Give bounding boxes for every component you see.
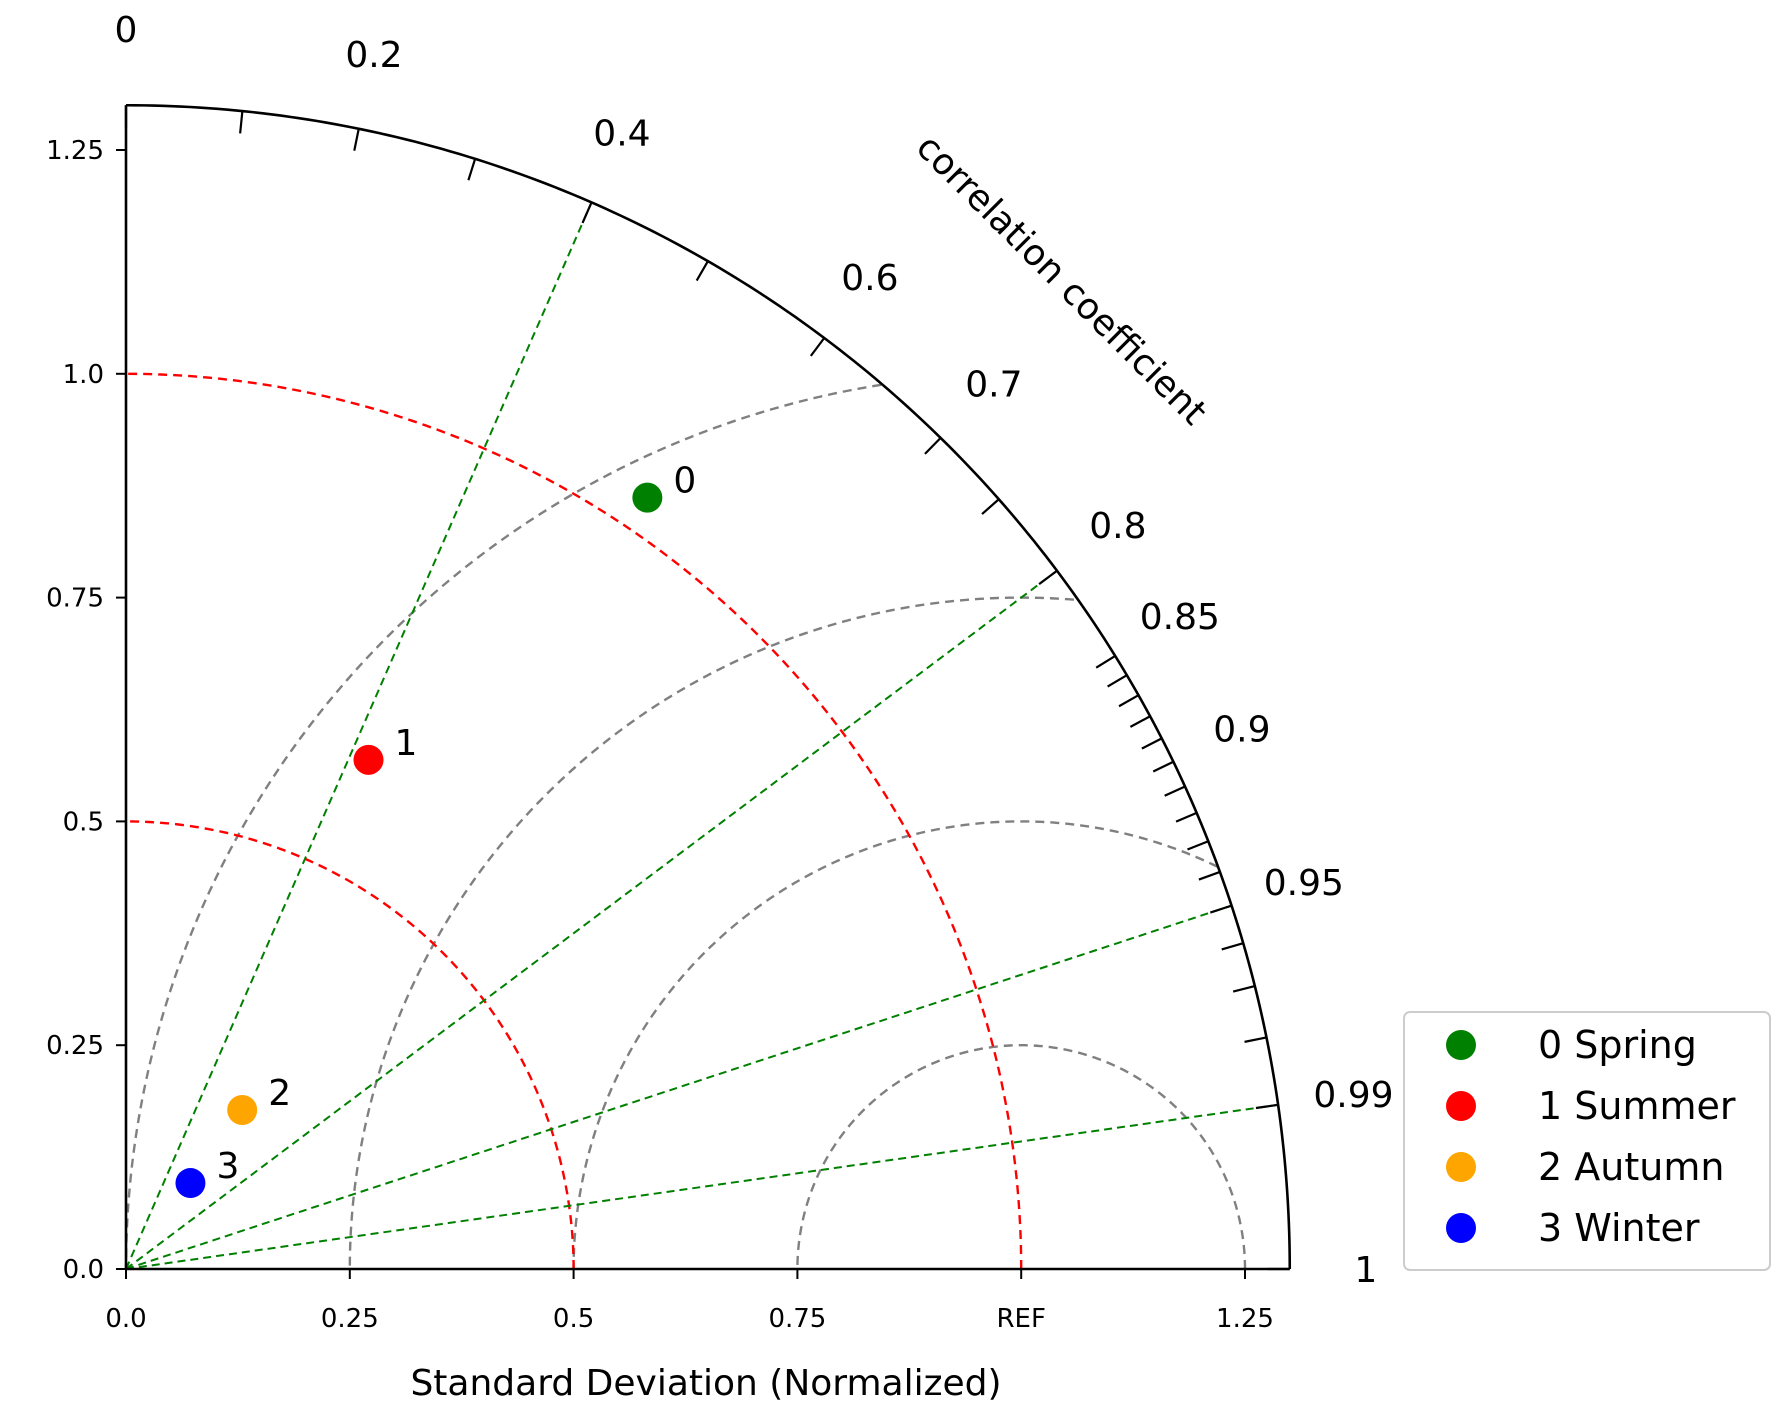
corr-minor-tick-0.91 xyxy=(1164,785,1186,797)
legend-label-1: 1 Summer xyxy=(1538,1084,1736,1128)
corr-tick-0.8 xyxy=(1038,569,1058,586)
y-tick-label-1.0: 1.0 xyxy=(63,360,104,390)
corr-tick-0.99 xyxy=(1255,1103,1279,1110)
corr-minor-tick-0.97 xyxy=(1232,985,1256,993)
point-2 xyxy=(227,1094,258,1125)
corr-tick-label-0.4: 0.4 xyxy=(593,114,650,155)
corr-minor-tick-0.93 xyxy=(1187,840,1209,851)
corr-minor-tick-0.92 xyxy=(1175,811,1198,823)
corr-tick-label-0.8: 0.8 xyxy=(1089,506,1146,547)
corr-minor-tick-0.75 xyxy=(981,498,1000,515)
legend-marker-3 xyxy=(1446,1213,1476,1243)
corr-minor-tick-0.1 xyxy=(239,110,244,134)
std-reference-arcs xyxy=(125,372,1023,1270)
corr-tick-0.7 xyxy=(924,437,942,455)
corr-minor-tick-0.86 xyxy=(1107,674,1128,688)
y-tick-label-0.75: 0.75 xyxy=(46,584,104,614)
legend-label-2: 2 Autumn xyxy=(1538,1145,1724,1189)
x-tick-label-REF: REF xyxy=(996,1304,1045,1334)
corr-tick-label-0: 0 xyxy=(115,10,138,51)
corr-minor-tick-0.87 xyxy=(1118,694,1140,708)
legend: 0 Spring 1 Summer 2 Autumn 3 Winter xyxy=(1403,1011,1771,1271)
x-tick-label-0.25: 0.25 xyxy=(321,1304,379,1334)
legend-marker-0 xyxy=(1446,1030,1476,1060)
point-label-2: 2 xyxy=(268,1073,291,1114)
std-arc-0.5 xyxy=(125,820,575,1270)
x-tick-label-1.25: 1.25 xyxy=(1216,1304,1274,1334)
point-label-0: 0 xyxy=(673,461,696,502)
corr-minor-tick-0.88 xyxy=(1129,715,1151,728)
legend-marker-1 xyxy=(1446,1091,1476,1121)
crmse-contours xyxy=(124,383,1247,1270)
corr-tick-label-0.99: 0.99 xyxy=(1313,1075,1393,1116)
corr-tick-label-1: 1 xyxy=(1354,1250,1377,1291)
corr-line-0.95 xyxy=(125,904,1232,1270)
corr-tick-0.95 xyxy=(1209,904,1232,914)
corr-tick-0.9 xyxy=(1152,760,1174,773)
corr-tick-0.85 xyxy=(1095,655,1116,669)
tick-labels: 0.0 0.25 0.5 0.75 REF 1.25 0.0 0.25 0.5 0.75 1.0 1.… xyxy=(46,10,1393,1334)
point-label-1: 1 xyxy=(395,723,418,764)
corr-line-0.99 xyxy=(125,1103,1279,1270)
point-1 xyxy=(353,744,384,775)
corr-tick-label-0.95: 0.95 xyxy=(1264,863,1344,904)
corr-line-0.4 xyxy=(125,201,593,1270)
y-tick-label-0.25: 0.25 xyxy=(46,1031,104,1061)
corr-tick-label-0.7: 0.7 xyxy=(965,365,1022,406)
y-tick-label-1.25: 1.25 xyxy=(46,136,104,166)
correlation-axis-title: correlation coefficient xyxy=(908,127,1214,433)
legend-label-3: 3 Winter xyxy=(1538,1206,1700,1250)
corr-tick-label-0.2: 0.2 xyxy=(345,35,402,76)
corr-minor-tick-0.96 xyxy=(1221,942,1244,951)
corr-minor-tick-0.3 xyxy=(467,158,477,181)
y-tick-label-0.0: 0.0 xyxy=(63,1255,104,1285)
corr-line-0.8 xyxy=(125,569,1058,1270)
corr-minor-tick-0.89 xyxy=(1141,737,1163,750)
outer-arc xyxy=(125,103,1292,1270)
point-3 xyxy=(175,1168,206,1199)
corr-minor-tick-0.94 xyxy=(1198,870,1221,881)
corr-minor-tick-0.5 xyxy=(695,260,709,282)
crmse-contour-0.75 xyxy=(348,596,1074,1270)
corr-tick-0.4 xyxy=(581,201,593,224)
corr-tick-0.2 xyxy=(353,128,360,151)
correlation-reference-lines xyxy=(125,201,1279,1270)
legend-label-0: 0 Spring xyxy=(1538,1023,1697,1067)
crmse-contour-0.25 xyxy=(796,1043,1247,1270)
axes xyxy=(124,103,1292,1271)
data-points: 0 1 23 xyxy=(175,461,696,1199)
x-tick-label-0.0: 0.0 xyxy=(105,1304,146,1334)
x-tick-label-0.75: 0.75 xyxy=(768,1304,826,1334)
corr-tick-0.6 xyxy=(809,337,826,357)
legend-frame xyxy=(1403,1011,1771,1271)
y-tick-label-0.5: 0.5 xyxy=(63,807,104,837)
corr-minor-tick-0.98 xyxy=(1244,1036,1267,1043)
crmse-contour-0.5 xyxy=(572,820,1218,1270)
point-label-3: 3 xyxy=(216,1146,239,1187)
corr-tick-label-0.9: 0.9 xyxy=(1213,710,1270,751)
std-arc-1 xyxy=(125,372,1023,1270)
axis-ticks xyxy=(116,105,1290,1279)
x-tick-label-0.5: 0.5 xyxy=(553,1304,594,1334)
point-0 xyxy=(632,482,663,513)
x-axis-title: Standard Deviation (Normalized) xyxy=(410,1363,1001,1404)
corr-tick-label-0.6: 0.6 xyxy=(841,258,898,299)
legend-marker-2 xyxy=(1446,1152,1476,1182)
crmse-contour-1 xyxy=(124,383,882,1270)
corr-tick-label-0.85: 0.85 xyxy=(1140,597,1220,638)
